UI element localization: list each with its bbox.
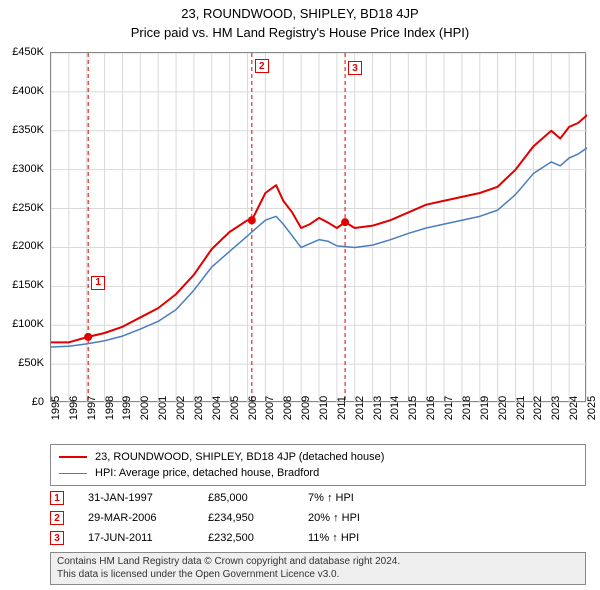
sale-delta-suffix: HPI xyxy=(339,512,360,524)
sale-delta-pct: 20% xyxy=(308,512,333,524)
sale-delta-pct: 11% xyxy=(308,532,332,544)
sale-price: £234,950 xyxy=(208,512,308,524)
chart-subtitle: Price paid vs. HM Land Registry's House … xyxy=(0,21,600,46)
attribution-line-2: This data is licensed under the Open Gov… xyxy=(57,569,579,582)
sale-marker-box: 3 xyxy=(50,531,64,545)
sale-marker-box: 2 xyxy=(50,511,64,525)
x-axis: 1995199619971998199920002001200220032004… xyxy=(50,404,586,444)
x-tick-label: 2016 xyxy=(425,396,437,420)
x-tick-label: 2015 xyxy=(407,396,419,420)
chart-svg xyxy=(51,53,587,403)
x-tick-label: 2024 xyxy=(568,396,580,420)
chart-area: 1 2 3 xyxy=(50,52,586,402)
sale-date: 31-JAN-1997 xyxy=(88,492,208,504)
sale-row: 1 31-JAN-1997£85,0007% HPI xyxy=(50,488,586,508)
y-axis: £0£50K£100K£150K£200K£250K£300K£350K£400… xyxy=(0,52,48,402)
sale-delta: 20% HPI xyxy=(308,512,428,524)
x-tick-label: 2025 xyxy=(586,396,598,420)
sale-date: 29-MAR-2006 xyxy=(88,512,208,524)
sale-marker-box: 1 xyxy=(50,491,64,505)
x-tick-label: 2008 xyxy=(282,396,294,420)
sale-marker-1: 1 xyxy=(91,276,105,290)
chart-title: 23, ROUNDWOOD, SHIPLEY, BD18 4JP xyxy=(0,0,600,21)
y-tick-label: £100K xyxy=(12,318,44,330)
x-tick-label: 2014 xyxy=(389,396,401,420)
legend-swatch xyxy=(59,456,87,458)
legend-swatch xyxy=(59,473,87,474)
sale-delta-suffix: HPI xyxy=(338,532,359,544)
sale-row: 3 17-JUN-2011£232,50011% HPI xyxy=(50,528,586,548)
sale-marker-3: 3 xyxy=(348,61,362,75)
y-tick-label: £300K xyxy=(12,163,44,175)
y-tick-label: £50K xyxy=(18,357,44,369)
x-tick-label: 1997 xyxy=(86,396,98,420)
y-tick-label: £200K xyxy=(12,240,44,252)
x-tick-label: 2000 xyxy=(139,396,151,420)
x-tick-label: 2021 xyxy=(515,396,527,420)
y-tick-label: £400K xyxy=(12,85,44,97)
sale-delta-suffix: HPI xyxy=(332,492,353,504)
x-tick-label: 2005 xyxy=(229,396,241,420)
legend: 23, ROUNDWOOD, SHIPLEY, BD18 4JP (detach… xyxy=(50,444,586,486)
attribution-line-1: Contains HM Land Registry data © Crown c… xyxy=(57,556,579,569)
x-tick-label: 2019 xyxy=(479,396,491,420)
x-tick-label: 2003 xyxy=(193,396,205,420)
sale-delta: 7% HPI xyxy=(308,492,428,504)
x-tick-label: 1999 xyxy=(121,396,133,420)
x-tick-label: 2004 xyxy=(211,396,223,420)
x-tick-label: 2023 xyxy=(550,396,562,420)
legend-item: HPI: Average price, detached house, Brad… xyxy=(59,465,577,481)
x-tick-label: 2013 xyxy=(372,396,384,420)
y-tick-label: £150K xyxy=(12,279,44,291)
x-tick-label: 2011 xyxy=(336,396,348,420)
plot-background xyxy=(50,52,586,402)
attribution-box: Contains HM Land Registry data © Crown c… xyxy=(50,552,586,585)
x-tick-label: 2010 xyxy=(318,396,330,420)
x-tick-label: 2007 xyxy=(264,396,276,420)
sale-row: 2 29-MAR-2006£234,95020% HPI xyxy=(50,508,586,528)
legend-label: 23, ROUNDWOOD, SHIPLEY, BD18 4JP (detach… xyxy=(95,451,384,463)
y-tick-label: £250K xyxy=(12,202,44,214)
sale-delta-pct: 7% xyxy=(308,492,327,504)
x-tick-label: 1998 xyxy=(104,396,116,420)
x-tick-label: 2012 xyxy=(354,396,366,420)
sales-table: 1 31-JAN-1997£85,0007% HPI 2 29-MAR-2006£23… xyxy=(50,488,586,548)
sale-delta: 11% HPI xyxy=(308,532,428,544)
x-tick-label: 2020 xyxy=(497,396,509,420)
sale-date: 17-JUN-2011 xyxy=(88,532,208,544)
legend-label: HPI: Average price, detached house, Brad… xyxy=(95,467,319,479)
y-tick-label: £450K xyxy=(12,46,44,58)
page-root: 23, ROUNDWOOD, SHIPLEY, BD18 4JP Price p… xyxy=(0,0,600,590)
y-tick-label: £0 xyxy=(32,396,44,408)
x-tick-label: 2017 xyxy=(443,396,455,420)
sale-price: £232,500 xyxy=(208,532,308,544)
x-tick-label: 2018 xyxy=(461,396,473,420)
sale-marker-2: 2 xyxy=(255,59,269,73)
sale-price: £85,000 xyxy=(208,492,308,504)
x-tick-label: 2006 xyxy=(247,396,259,420)
legend-item: 23, ROUNDWOOD, SHIPLEY, BD18 4JP (detach… xyxy=(59,449,577,465)
x-tick-label: 2022 xyxy=(532,396,544,420)
x-tick-label: 1995 xyxy=(50,396,62,420)
x-tick-label: 2001 xyxy=(157,396,169,420)
x-tick-label: 1996 xyxy=(68,396,80,420)
y-tick-label: £350K xyxy=(12,124,44,136)
x-tick-label: 2009 xyxy=(300,396,312,420)
x-tick-label: 2002 xyxy=(175,396,187,420)
